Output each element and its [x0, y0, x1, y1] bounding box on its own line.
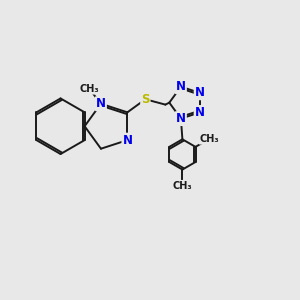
Text: N: N: [122, 134, 132, 147]
Text: CH₃: CH₃: [200, 134, 219, 144]
Text: N: N: [176, 112, 186, 125]
Text: N: N: [195, 86, 205, 99]
Text: CH₃: CH₃: [172, 181, 192, 191]
Text: N: N: [195, 106, 205, 119]
Text: CH₃: CH₃: [80, 84, 99, 94]
Text: N: N: [176, 80, 186, 93]
Text: N: N: [96, 97, 106, 110]
Text: S: S: [141, 93, 150, 106]
